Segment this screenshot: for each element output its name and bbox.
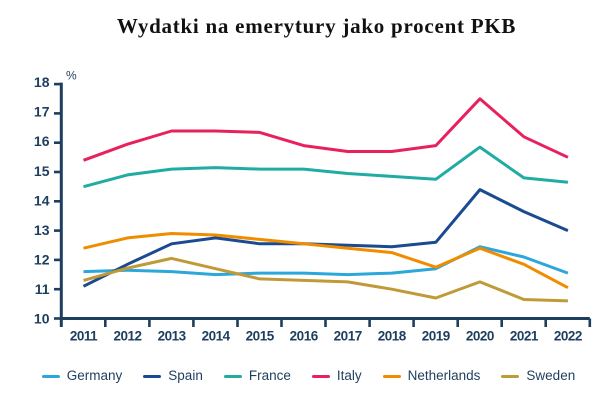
svg-text:2013: 2013 [158, 329, 187, 344]
svg-text:11: 11 [35, 281, 50, 297]
svg-text:15: 15 [34, 163, 50, 179]
svg-text:2019: 2019 [422, 329, 450, 344]
svg-text:2022: 2022 [554, 329, 582, 344]
svg-text:2012: 2012 [113, 329, 141, 344]
svg-text:13: 13 [34, 222, 50, 238]
svg-text:2021: 2021 [510, 329, 539, 344]
svg-text:2018: 2018 [378, 329, 407, 344]
svg-text:10: 10 [34, 311, 50, 327]
svg-text:14: 14 [34, 192, 50, 208]
svg-text:2015: 2015 [246, 329, 275, 344]
svg-text:17: 17 [34, 104, 50, 120]
svg-text:2020: 2020 [466, 329, 494, 344]
svg-text:%: % [66, 69, 77, 83]
svg-text:2014: 2014 [202, 329, 231, 344]
svg-text:16: 16 [34, 133, 50, 149]
svg-text:2011: 2011 [70, 329, 98, 344]
svg-text:2017: 2017 [334, 329, 362, 344]
svg-text:12: 12 [34, 252, 50, 268]
svg-text:18: 18 [34, 74, 50, 90]
svg-text:2016: 2016 [290, 329, 319, 344]
